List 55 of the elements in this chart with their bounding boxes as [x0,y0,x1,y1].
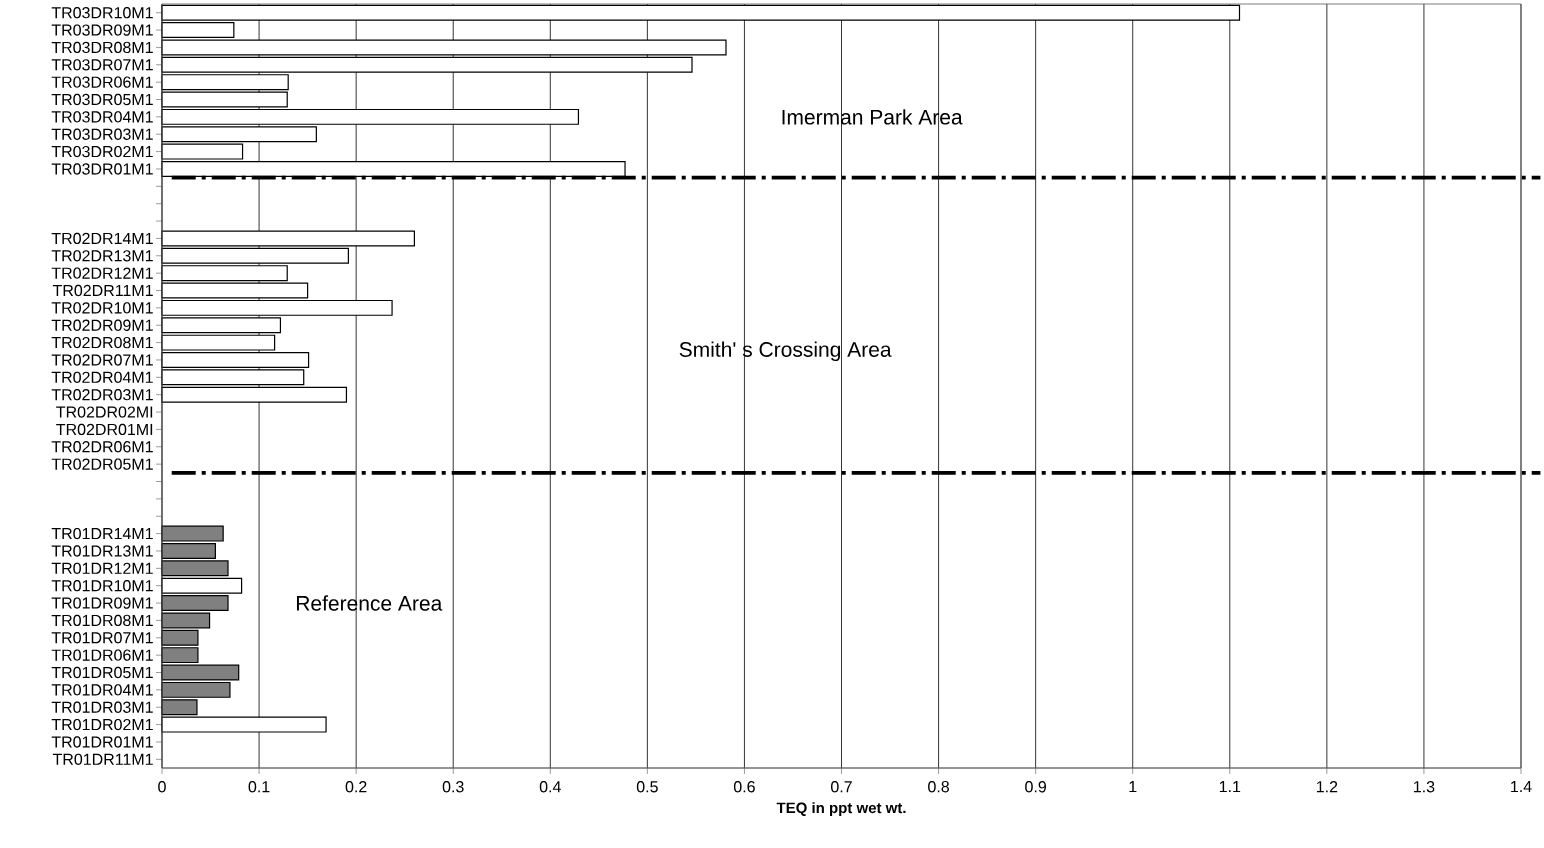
y-tick-label: TR02DR14M1 [51,232,153,245]
y-tick-label: TR02DR13M1 [51,250,153,262]
x-tick-label: 0.6 [733,781,755,793]
x-tick-label: 0.7 [831,781,852,793]
y-tick-label: TR03DR05M1 [51,93,153,106]
y-tick-label: TR03DR01M1 [51,163,153,175]
x-tick-label: 1.2 [1316,781,1338,793]
y-tick-label: TR02DR11M1 [52,284,153,297]
y-tick-label: TR03DR09M1 [51,24,153,36]
x-tick-label: 0.4 [539,781,561,793]
x-tick-label: 1.3 [1414,781,1435,793]
y-tick-label: TR02DR10M1 [51,302,153,314]
x-tick-label: 0.3 [442,781,464,793]
y-tick-label: TR01DR05M1 [51,666,153,679]
y-tick-label: TR01DR09M1 [51,597,153,609]
x-tick-label: 0.9 [1025,781,1046,793]
y-tick-label: TR01DR03M1 [51,701,153,713]
y-tick-label: TR01DR10M1 [51,580,153,592]
y-tick-label: TR01DR02M1 [51,718,153,731]
x-tick-label: 0.2 [345,781,367,793]
y-tick-label: TR02DR04M1 [51,371,153,383]
y-tick-label: TR03DR06M1 [51,76,153,88]
y-tick-label: TR01DR04M1 [51,684,153,696]
y-tick-label: TR01DR11M1 [52,753,153,765]
x-tick-label: 0 [158,781,166,793]
y-tick-label: TR02DR03M1 [51,389,153,401]
x-axis-title: TEQ in ppt wet wt. [776,802,906,817]
y-tick-label: TR02DR08M1 [51,336,153,349]
y-tick-label: TR01DR12M1 [51,562,153,574]
x-tick-label: 0.1 [248,781,270,793]
y-tick-label: TR01DR13M1 [51,545,153,557]
y-tick-label: TR03DR10M1 [51,7,153,19]
y-tick-label: TR03DR07M1 [51,59,153,71]
y-tick-label: TR01DR01M1 [51,736,153,748]
y-tick-label: TR03DR08M1 [51,41,153,54]
y-tick-label: TR02DR01MI [56,423,153,436]
y-tick-label: TR03DR04M1 [51,111,153,123]
y-tick-label: TR02DR09M1 [51,319,153,331]
y-tick-label: TR03DR02M1 [51,145,153,158]
y-tick-label: TR01DR08M1 [51,614,153,627]
y-tick-label: TR02DR06M1 [51,441,153,453]
x-tick-label: 0.5 [636,781,658,793]
y-tick-label: TR02DR12M1 [51,267,153,279]
y-tick-label: TR02DR05M1 [51,458,153,470]
y-tick-label: TR02DR07M1 [51,354,153,366]
y-tick-label: TR01DR06M1 [51,649,153,661]
x-tick-label: 0.8 [928,781,949,793]
x-tick-label: 1.1 [1219,781,1241,793]
x-tick-label: 1 [1129,781,1137,793]
y-tick-label: TR02DR02MI [56,406,153,418]
y-tick-label: TR01DR14M1 [51,527,153,540]
annotation: Reference Area [296,595,443,611]
y-tick-label: TR01DR07M1 [51,632,153,644]
x-tick-label: 1.4 [1511,781,1532,793]
y-tick-label: TR03DR03M1 [51,128,153,140]
